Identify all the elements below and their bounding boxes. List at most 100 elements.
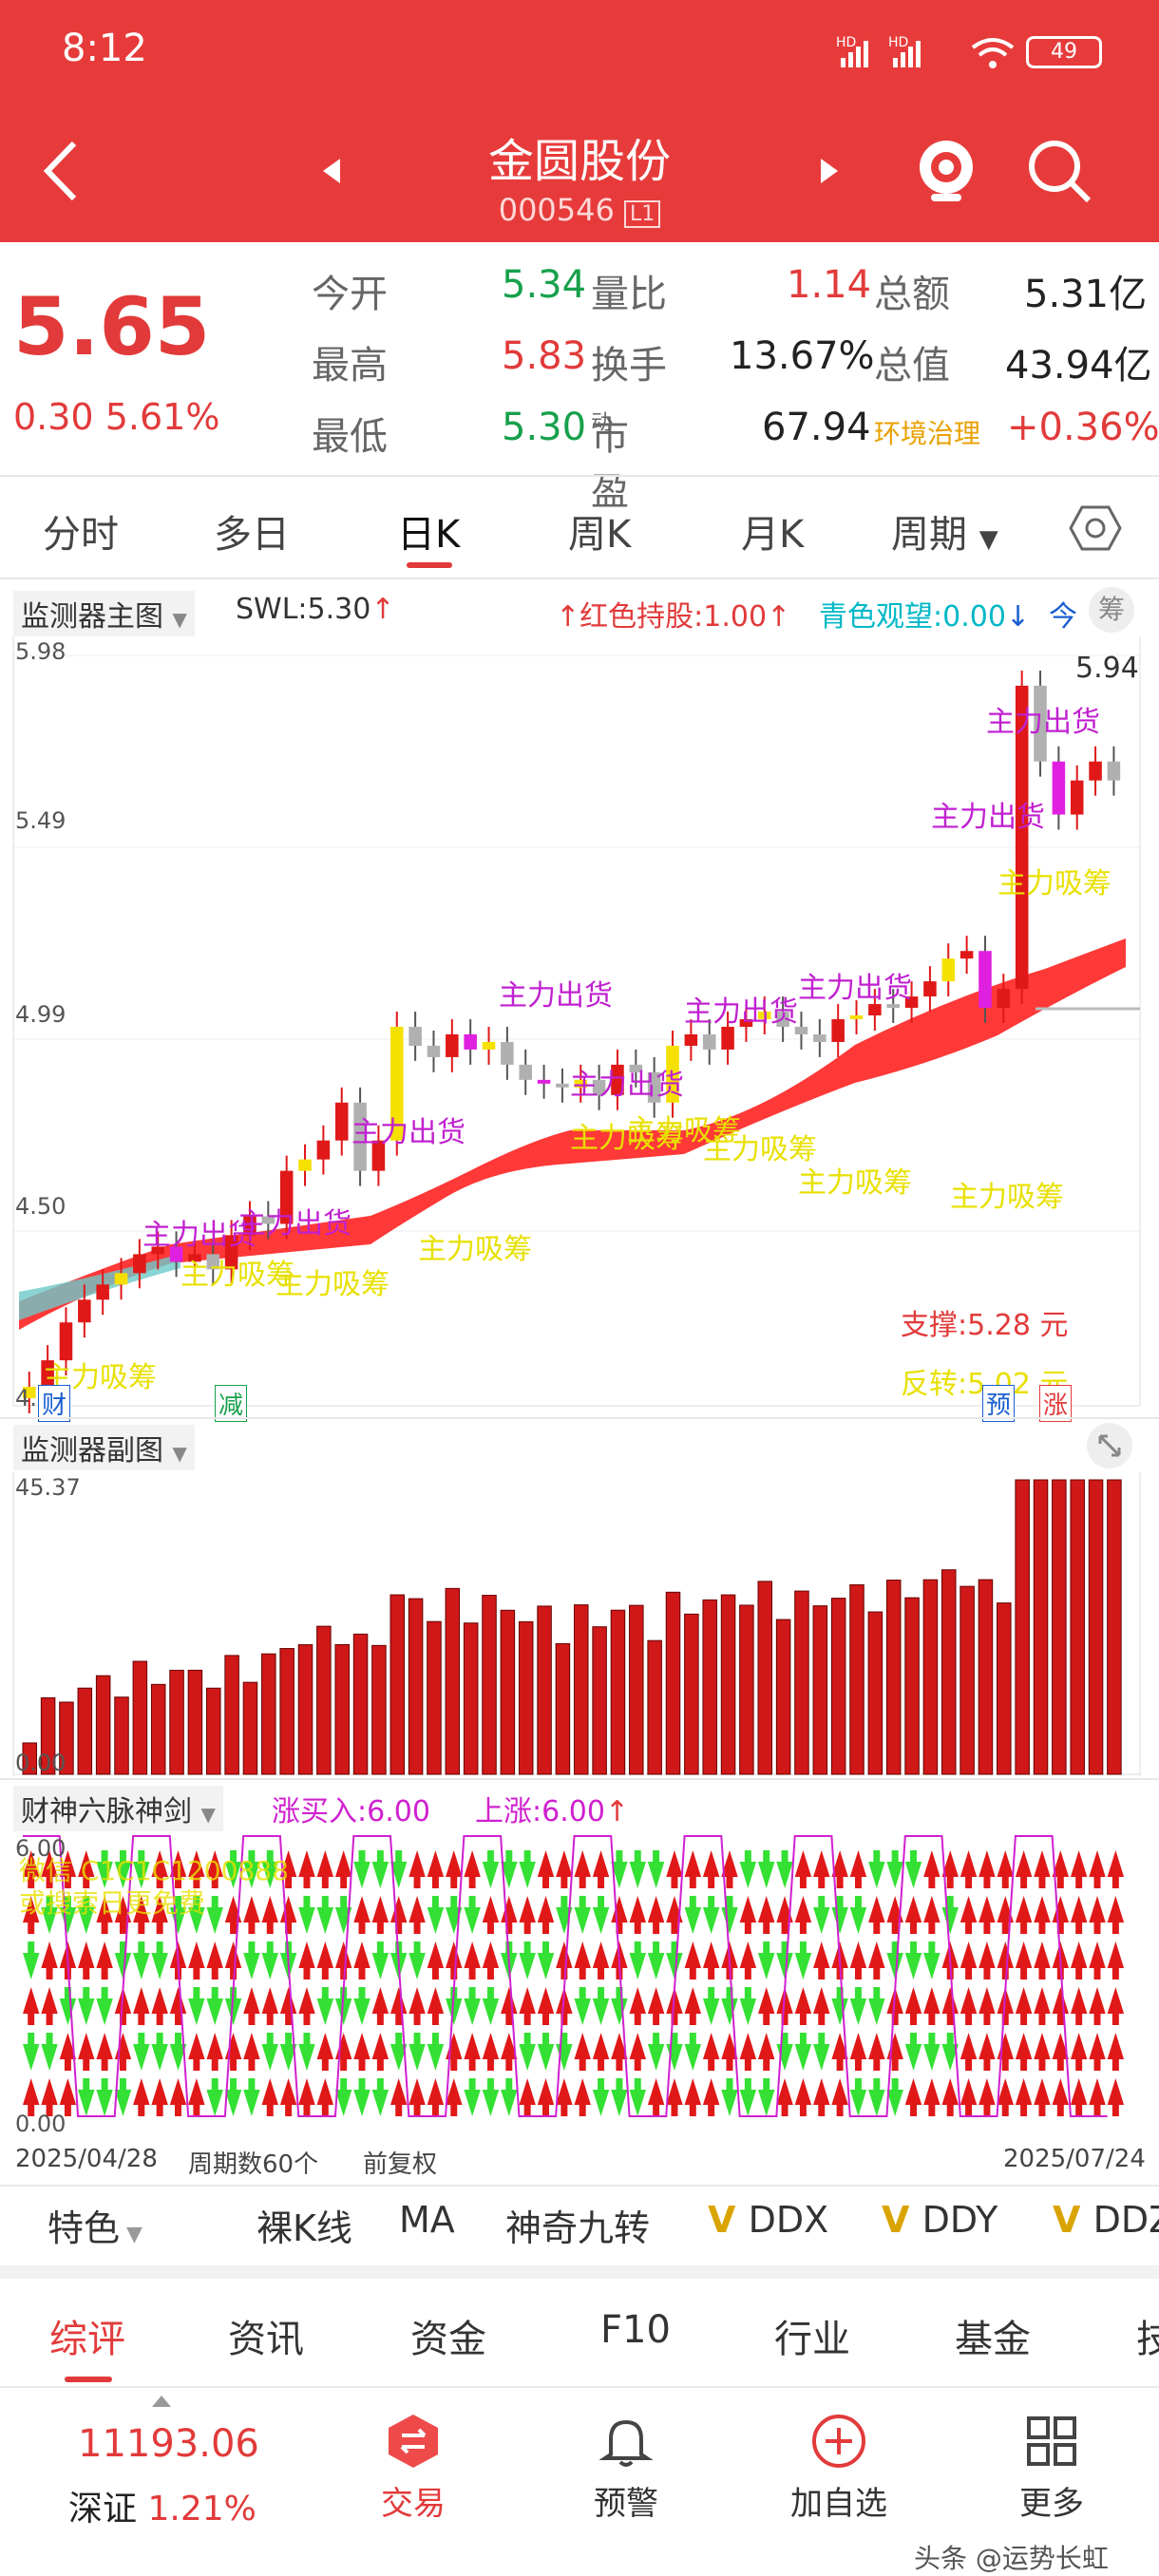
volume-bar (316, 1625, 332, 1775)
sector-label[interactable]: 环境治理 (874, 418, 981, 449)
indicator-ddx[interactable]: V DDX (708, 2199, 829, 2241)
sub-y-top: 45.37 (15, 1474, 81, 1501)
tab-f10[interactable]: F10 (600, 2308, 671, 2352)
sword-arrow (794, 1941, 812, 1979)
candle (446, 1033, 459, 1057)
search-icon[interactable] (1026, 138, 1092, 208)
tab-minute[interactable]: 分时 (43, 513, 119, 557)
next-stock-icon[interactable] (817, 157, 840, 189)
header-bar: 金圆股份 000546 L1 (0, 104, 1159, 242)
main-chart[interactable]: 主力出货 主力出货 主力出货 主力出货 主力出货 主力出货 主力出货 主力出货 主力出货 主力吸筹… (0, 636, 1159, 1415)
sword-arrow (41, 2078, 58, 2116)
amount-value: 5.31亿 (1024, 273, 1148, 316)
candle (353, 1102, 367, 1171)
sword-arrow (114, 1850, 132, 1888)
sword-arrow (758, 1987, 775, 2025)
assistant-icon[interactable] (912, 133, 980, 213)
sub-chart-selector[interactable]: 监测器副图 ▼ (13, 1425, 195, 1470)
indicator-special[interactable]: 特色 ▼ (48, 2207, 142, 2249)
sword-arrow (997, 1941, 1014, 1979)
sword-arrow (629, 1941, 646, 1979)
sword-arrow (243, 2078, 260, 2116)
candle (886, 1004, 900, 1009)
sword-y-top: 6.00 (15, 1835, 66, 1862)
sword-arrow (978, 1850, 996, 1888)
sword-chart[interactable] (0, 1831, 1159, 2135)
indicator-ddy[interactable]: V DDY (882, 2199, 998, 2241)
sword-arrow (978, 2033, 996, 2071)
sword-chart-selector[interactable]: 财神六脉神剑 ▼ (13, 1786, 223, 1831)
volume-bar (757, 1581, 773, 1775)
nav-more[interactable]: 更多 (990, 2413, 1113, 2524)
back-icon[interactable] (38, 138, 86, 208)
sword-arrow (721, 1850, 738, 1888)
prev-stock-icon[interactable] (321, 157, 344, 189)
sword-arrow (941, 2033, 959, 2071)
sword-arrow (868, 1896, 885, 1934)
index-ticker[interactable]: 11193.06 深证 1.21% (19, 2394, 294, 2536)
volume-bar (95, 1675, 111, 1775)
sword-arrow (666, 1850, 683, 1888)
sword-arrow (813, 1896, 830, 1934)
sword-arrow (371, 1850, 390, 1888)
sword-arrow (501, 2033, 518, 2071)
settings-icon[interactable] (1069, 502, 1122, 559)
nav-trade[interactable]: 交易 (352, 2413, 475, 2524)
expand-icon[interactable] (1087, 1423, 1132, 1468)
sword-arrow (1015, 1896, 1033, 1934)
sword-arrow (556, 1941, 573, 1979)
candle (666, 1045, 679, 1103)
sector-change: +0.36% (1007, 406, 1159, 449)
tab-industry[interactable]: 行业 (774, 2318, 850, 2361)
adjust-mode[interactable]: 前复权 (363, 2150, 438, 2179)
indicator-ddz[interactable]: V DDZ (1053, 2199, 1159, 2241)
sword-arrow (261, 2078, 278, 2116)
sword-arrow (23, 2078, 40, 2116)
sword-arrow (261, 2033, 278, 2071)
indicator-ma[interactable]: MA (399, 2199, 455, 2241)
volume-bar (132, 1660, 148, 1775)
amount-label: 总额 (874, 273, 950, 316)
tab-period[interactable]: 周期 ▼ (891, 513, 998, 557)
sword-arrow (243, 1941, 260, 1979)
nav-alert[interactable]: 预警 (564, 2413, 688, 2524)
battery-icon: 49 (1026, 36, 1102, 68)
sword-arrow (629, 2078, 646, 2116)
main-chart-selector[interactable]: 监测器主图 ▼ (13, 591, 195, 636)
sword-arrow (537, 1987, 555, 2025)
tab-overview[interactable]: 综评 (49, 2318, 125, 2361)
candle (390, 1027, 404, 1141)
chip-button[interactable]: 筹 (1089, 587, 1134, 633)
candle (23, 1387, 36, 1399)
tab-tech[interactable]: 技 (1136, 2318, 1159, 2361)
volume-bar (702, 1599, 717, 1775)
sword-arrow (151, 2078, 168, 2116)
volume-bar (904, 1597, 920, 1775)
sword-arrow (849, 1941, 867, 1979)
sword-arrow (1070, 2033, 1088, 2071)
sword-arrow (813, 2078, 830, 2116)
sword-arrow (446, 1896, 463, 1934)
sword-arrow (334, 1987, 352, 2025)
tab-news[interactable]: 资讯 (228, 2318, 304, 2361)
indicator-nine[interactable]: 神奇九转 (505, 2207, 651, 2249)
tab-funds[interactable]: 资金 (410, 2318, 486, 2361)
indicator-naked-k[interactable]: 裸K线 (256, 2207, 352, 2249)
candle (501, 1041, 514, 1065)
volume-bar (59, 1701, 74, 1775)
sword-arrow (537, 1941, 555, 1979)
sword-arrow (849, 2078, 867, 2116)
sub-chart[interactable] (0, 1472, 1159, 1776)
tab-multi-day[interactable]: 多日 (214, 513, 290, 557)
sword-arrow (647, 1987, 665, 2025)
stock-code: 000546 L1 (0, 192, 1159, 228)
tab-monthly-k[interactable]: 月K (741, 513, 805, 557)
nav-add-watchlist[interactable]: 加自选 (777, 2413, 901, 2524)
sword-arrow (298, 2033, 315, 2071)
tab-fund[interactable]: 基金 (955, 2318, 1031, 2361)
sword-arrow (611, 2078, 628, 2116)
tab-daily-k[interactable]: 日K (397, 513, 461, 557)
tab-weekly-k[interactable]: 周K (568, 513, 632, 557)
sword-y-bottom: 0.00 (15, 2111, 66, 2137)
sword-arrow (1015, 1850, 1033, 1888)
